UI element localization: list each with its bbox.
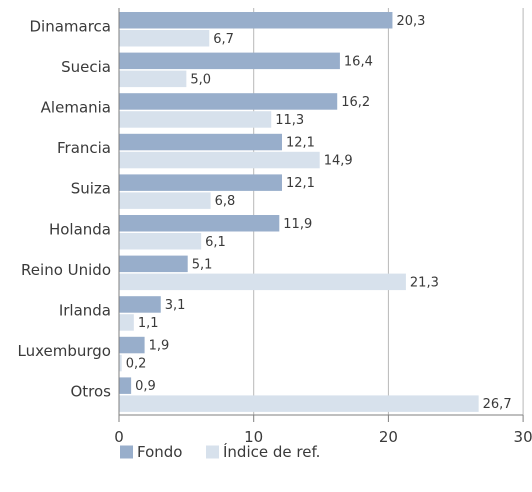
bar-fondo-2	[119, 93, 338, 110]
value-label-indice-2: 11,3	[275, 113, 304, 128]
bar-indice-9	[119, 395, 479, 412]
bar-indice-4	[119, 192, 211, 209]
bar-indice-6	[119, 273, 406, 291]
category-label-9: Otros	[70, 383, 111, 401]
legend: Fondo Índice de ref.	[120, 442, 320, 461]
x-tick-label-2: 20	[379, 428, 398, 446]
value-label-fondo-5: 11,9	[283, 217, 312, 232]
category-label-6: Reino Unido	[21, 261, 111, 279]
bar-indice-5	[119, 233, 202, 250]
value-label-indice-9: 26,7	[483, 397, 512, 412]
value-label-indice-0: 6,7	[213, 32, 234, 47]
legend-swatch-indice	[206, 445, 219, 459]
value-label-indice-7: 1,1	[138, 316, 159, 331]
bar-indice-0	[119, 30, 210, 47]
bar-fondo-5	[119, 215, 280, 232]
bar-fondo-8	[119, 336, 145, 354]
legend-label-fondo: Fondo	[137, 443, 182, 461]
category-label-7: Irlanda	[59, 302, 111, 320]
bar-indice-3	[119, 151, 320, 169]
bar-fondo-9	[119, 377, 132, 394]
x-tick-label-1: 10	[244, 428, 263, 446]
bar-fondo-0	[119, 12, 393, 29]
value-label-indice-3: 14,9	[324, 154, 353, 169]
x-tick-label-0: 0	[114, 428, 124, 446]
category-label-1: Suecia	[61, 58, 111, 76]
value-label-indice-6: 21,3	[410, 275, 439, 290]
value-label-fondo-4: 12,1	[286, 176, 315, 191]
value-label-fondo-7: 3,1	[165, 298, 186, 313]
x-tick-label-3: 30	[514, 428, 532, 446]
value-label-indice-1: 5,0	[190, 72, 211, 87]
value-label-indice-5: 6,1	[205, 235, 226, 250]
bar-fondo-7	[119, 296, 161, 313]
value-label-fondo-2: 16,2	[341, 95, 370, 110]
category-label-4: Suiza	[71, 180, 111, 198]
legend-label-indice: Índice de ref.	[223, 442, 320, 461]
bar-fondo-4	[119, 174, 282, 191]
bar-fondo-1	[119, 52, 340, 70]
value-label-fondo-9: 0,9	[135, 379, 156, 394]
value-label-indice-4: 6,8	[215, 194, 236, 209]
bars: 20,3 6,7 16,4 5,0 16,2 11,3 12,1 14,9 12,1 6,8 11,…	[119, 12, 512, 412]
category-labels: Dinamarca Suecia Alemania Francia Suiza Holan…	[18, 17, 112, 400]
category-label-0: Dinamarca	[30, 17, 112, 35]
value-label-fondo-1: 16,4	[344, 54, 373, 69]
value-label-indice-8: 0,2	[126, 357, 147, 372]
bar-fondo-3	[119, 133, 282, 151]
x-axis: 0 10 20 30	[114, 8, 532, 446]
bar-indice-1	[119, 70, 187, 88]
grid-lines	[253, 8, 524, 415]
category-label-8: Luxemburgo	[18, 342, 112, 360]
bar-fondo-6	[119, 255, 188, 273]
legend-swatch-fondo	[120, 445, 133, 459]
bar-indice-2	[119, 111, 272, 128]
value-label-fondo-8: 1,9	[149, 339, 170, 354]
category-label-5: Holanda	[49, 220, 111, 238]
value-label-fondo-0: 20,3	[396, 14, 425, 29]
value-label-fondo-6: 5,1	[192, 257, 213, 272]
category-label-2: Alemania	[41, 99, 111, 117]
value-label-fondo-3: 12,1	[286, 136, 315, 151]
bar-indice-8	[119, 354, 122, 372]
bar-indice-7	[119, 314, 134, 331]
category-label-3: Francia	[57, 139, 111, 157]
